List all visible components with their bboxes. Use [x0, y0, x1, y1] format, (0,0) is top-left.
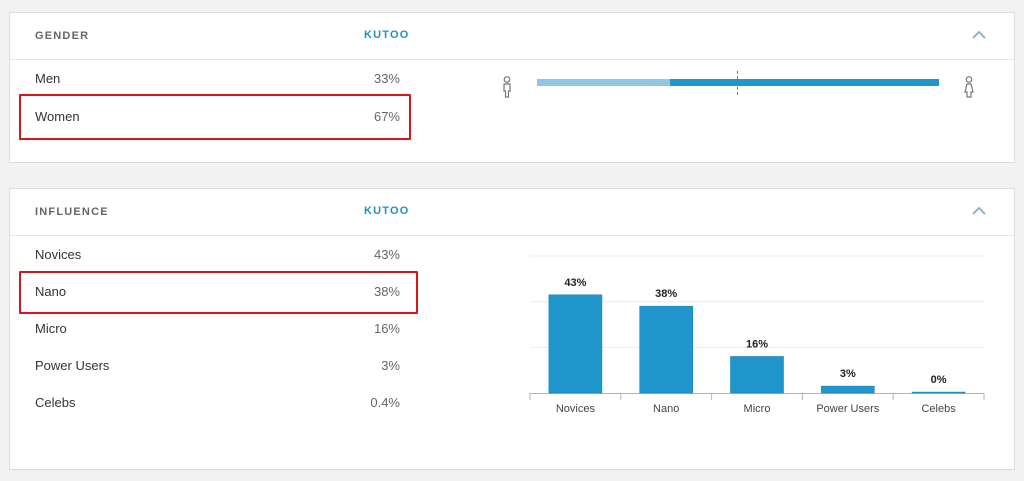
chart-category-label: Novices [556, 403, 596, 415]
chart-data-label: 0% [931, 374, 947, 386]
influence-row-value: 43% [373, 247, 400, 262]
chart-data-label: 43% [564, 277, 586, 289]
female-icon [964, 76, 974, 98]
chart-category-label: Nano [653, 403, 679, 415]
influence-brand-label[interactable]: KUTOO [364, 205, 410, 217]
influence-row-power-users: Power Users 3% [35, 355, 400, 377]
influence-row-value: 38% [373, 284, 400, 299]
chevron-up-icon[interactable] [970, 27, 988, 43]
gender-brand-label[interactable]: KUTOO [364, 29, 410, 41]
influence-row-value: 16% [373, 321, 400, 336]
chart-data-label: 16% [746, 338, 768, 350]
gender-ratio-men-fill [537, 79, 670, 86]
influence-title: INFLUENCE [35, 206, 109, 218]
influence-bar-chart: 43% Novices 38% Nano 16% Micro 3% Power Users 0%… [529, 255, 985, 415]
chart-category-label: Celebs [921, 403, 956, 415]
chart-bar [730, 356, 784, 394]
gender-row-value: 67% [373, 109, 400, 124]
chart-data-label: 3% [840, 368, 856, 380]
male-icon [503, 76, 511, 98]
gender-row-label: Women [35, 109, 80, 124]
gender-row-men: Men 33% [35, 68, 400, 90]
influence-row-value: 3% [381, 358, 400, 373]
chart-bar [639, 305, 693, 394]
gender-row-value: 33% [373, 71, 400, 86]
influence-row-label: Novices [35, 247, 82, 262]
influence-panel-header: INFLUENCE KUTOO [10, 189, 1014, 236]
influence-panel: INFLUENCE KUTOO Novices 43% Nano 38% Mic… [9, 188, 1015, 470]
gender-title: GENDER [35, 30, 90, 42]
chart-bar [911, 391, 966, 394]
chart-bar [548, 294, 603, 394]
influence-row-value: 0.4% [370, 395, 400, 410]
gender-panel: GENDER KUTOO Men 33% Women 67% [9, 12, 1015, 163]
chevron-up-icon[interactable] [970, 203, 988, 219]
influence-row-label: Micro [35, 321, 67, 336]
influence-row-celebs: Celebs 0.4% [35, 392, 400, 414]
chart-bar [820, 385, 875, 394]
gender-panel-header: GENDER KUTOO [10, 13, 1014, 60]
gender-row-women: Women 67% [35, 106, 400, 128]
influence-row-label: Power Users [35, 358, 110, 373]
chart-category-label: Micro [744, 403, 771, 415]
gender-ratio-bar [537, 79, 939, 86]
highlight-box-women [19, 94, 411, 140]
chart-category-label: Power Users [816, 403, 879, 415]
influence-row-micro: Micro 16% [35, 318, 400, 340]
gender-ratio-midline [737, 71, 738, 95]
influence-row-label: Celebs [35, 395, 76, 410]
influence-row-nano: Nano 38% [35, 281, 400, 303]
highlight-box-nano [19, 271, 418, 314]
chart-data-label: 38% [655, 288, 677, 300]
influence-row-novices: Novices 43% [35, 244, 400, 266]
influence-row-label: Nano [35, 284, 67, 299]
gender-row-label: Men [35, 71, 61, 86]
